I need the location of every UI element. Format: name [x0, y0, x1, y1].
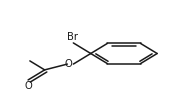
Text: O: O [64, 59, 72, 69]
Text: O: O [24, 81, 32, 91]
Text: Br: Br [67, 32, 78, 42]
